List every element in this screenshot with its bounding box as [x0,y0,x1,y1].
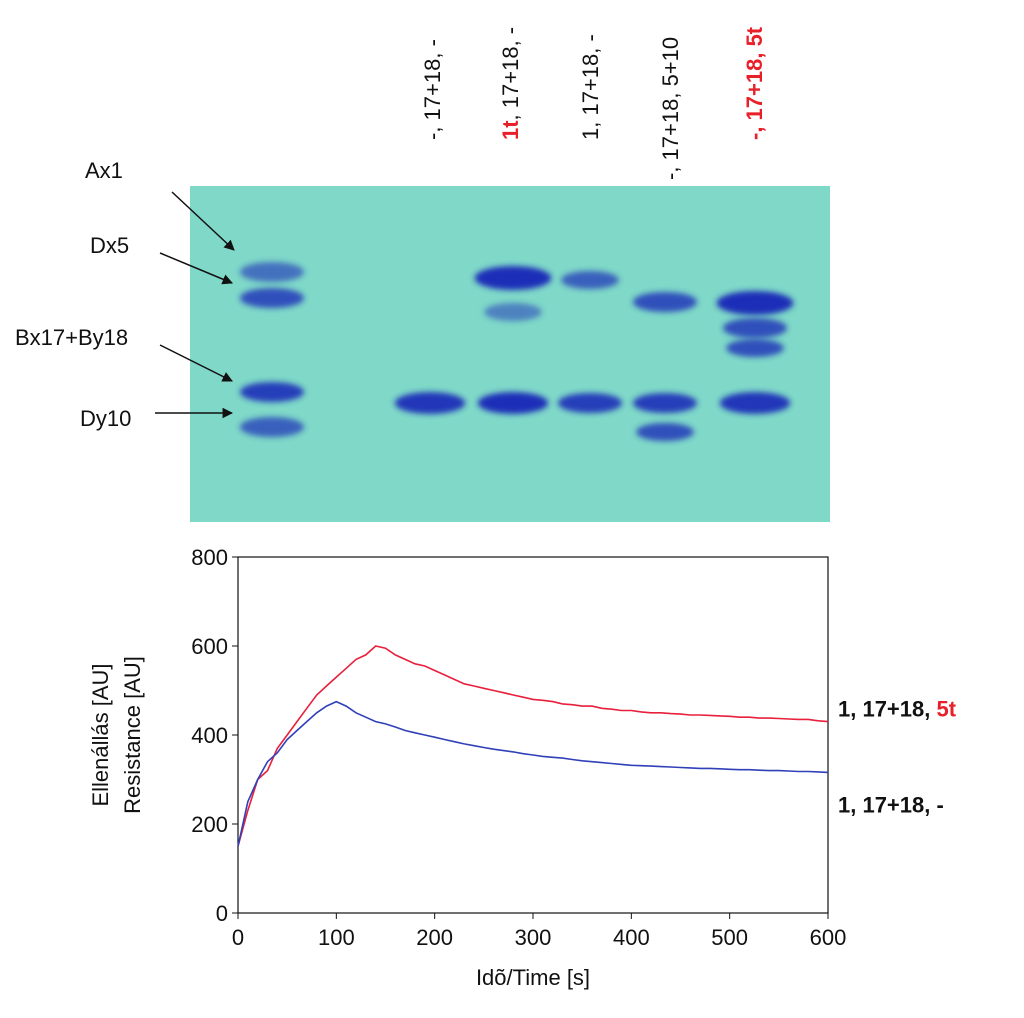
gel-band [240,382,304,402]
gel-image [190,186,830,522]
series-line [237,645,829,847]
gel-band [716,291,794,315]
arrow [171,191,235,251]
gel-band [474,266,552,290]
lane-label-part: 1t [498,120,523,140]
lane-label-part: -, 17+18, 5+10 [658,37,683,180]
x-tick-label: 0 [232,925,244,950]
plot-frame [237,556,829,914]
band-label: Bx17+By18 [15,325,128,350]
gel-band [240,288,304,308]
gel-band [633,393,697,413]
x-tick-label: 200 [416,925,453,950]
gel-band [723,318,787,338]
x-tick-label: 100 [318,925,355,950]
band-arrows [155,191,235,419]
band-label: Ax1 [85,158,123,183]
x-axis-label: Idõ/Time [s] [476,965,590,990]
lane-label-part: 1, 17+18, - [578,34,603,140]
lane-label-part: -, 17+18, 5t [742,26,767,140]
lane-label: -, 17+18, 5t [742,26,767,140]
x-tick-label: 500 [711,925,748,950]
series-label-part: 1, 17+18, [838,697,936,722]
y-tick-label: 600 [191,634,228,659]
arrow [159,252,233,285]
gel-band [561,271,619,289]
y-tick-label: 400 [191,723,228,748]
series-label-part: 1, 17+18, - [838,792,944,817]
gel-band [484,303,542,321]
series-label: 1, 17+18, 5t [838,697,957,722]
x-tick-label: 400 [613,925,650,950]
series-label-part: 5t [936,697,956,722]
lane-label: -, 17+18, - [420,39,445,140]
y-tick-label: 800 [191,545,228,570]
y-tick-label: 200 [191,812,228,837]
gel-band [394,392,466,414]
y-axis-label: Ellenállás [AU] [88,663,113,806]
gel-band [240,417,304,437]
arrow [159,344,233,382]
x-tick-label: 600 [810,925,847,950]
band-label: Dx5 [90,233,129,258]
series-line [237,700,829,847]
lane-label-part: , 17+18, - [498,27,523,121]
gel-bands [240,262,794,441]
x-tick-label: 300 [515,925,552,950]
lane-label: 1t, 17+18, - [498,27,523,140]
gel-band [636,423,694,441]
y-axis-label: Resistance [AU] [120,656,145,814]
lane-label-part: -, 17+18, - [420,39,445,140]
gel-band [558,393,622,413]
gel-band [477,392,549,414]
lane-label: 1, 17+18, - [578,34,603,140]
gel-band [240,262,304,282]
band-label: Dy10 [80,406,131,431]
gel-band [726,339,784,357]
gel-band [719,392,791,414]
series-label: 1, 17+18, - [838,792,944,817]
gel-band [633,292,697,312]
lane-label: -, 17+18, 5+10 [658,37,683,180]
y-tick-label: 0 [216,901,228,926]
